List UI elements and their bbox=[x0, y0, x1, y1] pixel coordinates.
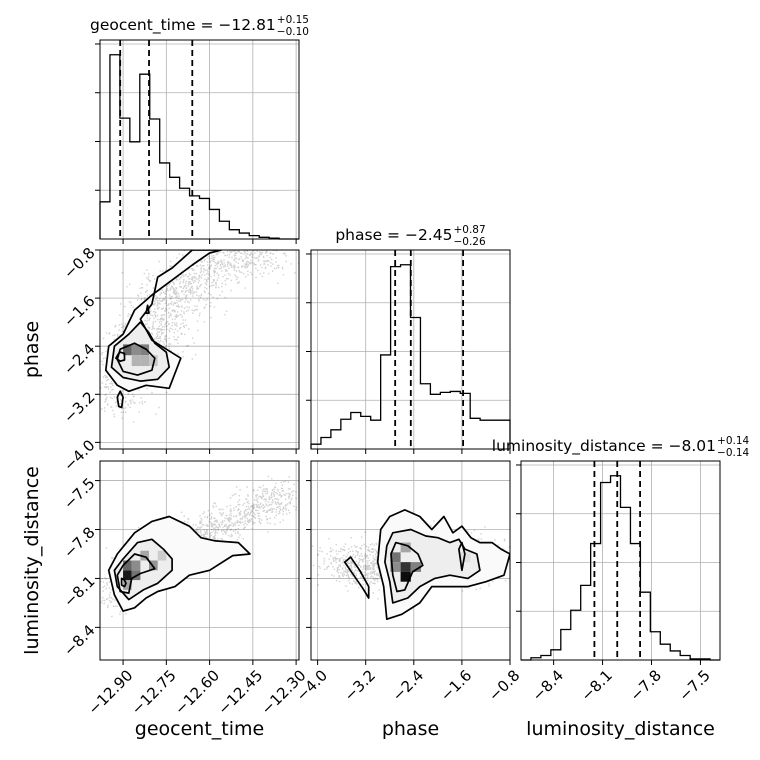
density-cell bbox=[400, 571, 411, 582]
panel-frame bbox=[310, 249, 511, 450]
histogram-phase: phase = −2.45+0.87−0.26 bbox=[306, 224, 511, 454]
density-cell bbox=[140, 344, 150, 356]
histogram-step bbox=[310, 264, 511, 449]
contour-line bbox=[458, 541, 466, 572]
y-tick-label: −2.4 bbox=[60, 340, 98, 378]
scatter-geocent_time-luminosity_distance: −12.90−12.75−12.60−12.45−12.30−8.4−8.1−7… bbox=[60, 460, 310, 718]
contour-line bbox=[116, 342, 156, 376]
density-cell bbox=[140, 550, 150, 561]
title-minus: −0.10 bbox=[277, 26, 309, 38]
contour-line bbox=[116, 553, 156, 594]
density-cell bbox=[157, 550, 167, 561]
x-tick-label: −12.75 bbox=[128, 666, 180, 718]
contour-line bbox=[115, 351, 126, 363]
contour-line bbox=[376, 509, 510, 621]
scatter-phase-luminosity_distance: −4.0 −3.2 −2.4 −1.6 −0.8 bbox=[293, 460, 523, 705]
x-tick-label: −3.2 bbox=[341, 666, 379, 704]
panel-title-phase: phase = −2.45+0.87 bbox=[335, 224, 485, 244]
contour-line bbox=[110, 321, 171, 382]
title-plus: +0.15 bbox=[277, 14, 309, 26]
density-cell bbox=[140, 355, 150, 367]
density-cell bbox=[123, 570, 132, 581]
histogram-geocent_time: geocent_time = −12.81+0.15−0.10 bbox=[90, 14, 309, 244]
contour-line bbox=[116, 390, 124, 409]
y-tick-label: −1.6 bbox=[60, 292, 98, 330]
contour-line bbox=[104, 250, 222, 393]
y-tick-label: −8.4 bbox=[60, 621, 98, 659]
density-cell bbox=[131, 355, 141, 367]
density-cell bbox=[123, 560, 132, 571]
density-cell bbox=[400, 542, 411, 553]
y-axis-label-luminosity_distance: luminosity_distance bbox=[21, 466, 43, 655]
contour-line bbox=[145, 304, 150, 314]
title-plus: +0.14 bbox=[717, 435, 749, 447]
density-cell bbox=[123, 580, 132, 590]
contour-line bbox=[113, 538, 173, 601]
scatter-geocent_time-phase: −4.0 −3.2 −2.4 −1.6 −0.8 bbox=[60, 244, 300, 475]
density-cell bbox=[131, 344, 141, 356]
x-tick-label: −1.6 bbox=[437, 666, 475, 704]
title-plus: +0.87 bbox=[453, 224, 485, 236]
histogram-step bbox=[521, 475, 720, 661]
panel-content bbox=[100, 250, 299, 443]
y-tick-label: −0.8 bbox=[60, 244, 98, 282]
y-axis-label-phase: phase bbox=[21, 321, 43, 378]
contour-line bbox=[107, 515, 251, 612]
panel-frame bbox=[99, 249, 300, 450]
x-tick-label: −8.4 bbox=[529, 666, 567, 704]
density-cell bbox=[390, 562, 401, 572]
contour-line bbox=[343, 556, 370, 599]
density-cell bbox=[460, 552, 471, 563]
density-cell bbox=[390, 552, 401, 563]
title-minus: −0.14 bbox=[717, 447, 749, 459]
histogram-step bbox=[99, 54, 299, 240]
panel-content bbox=[311, 509, 510, 621]
x-tick-label: −8.1 bbox=[577, 666, 615, 704]
x-tick-label: −2.4 bbox=[389, 666, 427, 704]
panel-frame bbox=[310, 460, 511, 661]
density-cell bbox=[410, 562, 422, 572]
panel-content bbox=[100, 475, 297, 618]
x-axis-label-phase: phase bbox=[382, 718, 439, 740]
y-tick-label: −4.0 bbox=[60, 436, 98, 474]
title-main: luminosity_distance = −8.01 bbox=[492, 437, 716, 456]
y-tick-label: −7.5 bbox=[60, 474, 98, 512]
x-tick-label: −12.90 bbox=[85, 666, 137, 718]
x-tick-label: −7.5 bbox=[675, 666, 713, 704]
contour-line bbox=[390, 541, 424, 593]
density-cell bbox=[131, 560, 141, 571]
x-tick-label: −0.8 bbox=[485, 666, 523, 704]
panel-title-geocent_time: geocent_time = −12.81+0.15 bbox=[90, 14, 309, 35]
title-minus: −0.26 bbox=[453, 236, 485, 248]
panel-frame bbox=[99, 39, 300, 240]
x-tick-label: −7.8 bbox=[626, 666, 664, 704]
contour-line bbox=[120, 577, 127, 588]
y-tick-label: −8.1 bbox=[60, 572, 98, 610]
title-main: phase = −2.45 bbox=[335, 226, 452, 244]
y-tick-label: −7.8 bbox=[60, 523, 98, 561]
title-main: geocent_time = −12.81 bbox=[90, 16, 276, 35]
x-tick-label: −12.60 bbox=[171, 666, 223, 718]
x-axis-label-geocent_time: geocent_time bbox=[135, 718, 264, 740]
panel-frame bbox=[520, 460, 721, 661]
density-cell bbox=[123, 344, 132, 356]
x-axis-label-luminosity_distance: luminosity_distance bbox=[526, 718, 715, 740]
y-tick-label: −3.2 bbox=[60, 388, 98, 426]
histogram-luminosity_distance: −8.4 −8.1 −7.8 −7.5 luminosity_distance = −8… bbox=[492, 435, 750, 705]
density-cell bbox=[400, 562, 411, 572]
panel-frame bbox=[99, 460, 300, 661]
x-tick-label: −12.45 bbox=[214, 666, 266, 718]
panel-title-luminosity_distance: luminosity_distance = −8.01+0.14 bbox=[492, 435, 750, 456]
contour-line bbox=[384, 528, 481, 604]
